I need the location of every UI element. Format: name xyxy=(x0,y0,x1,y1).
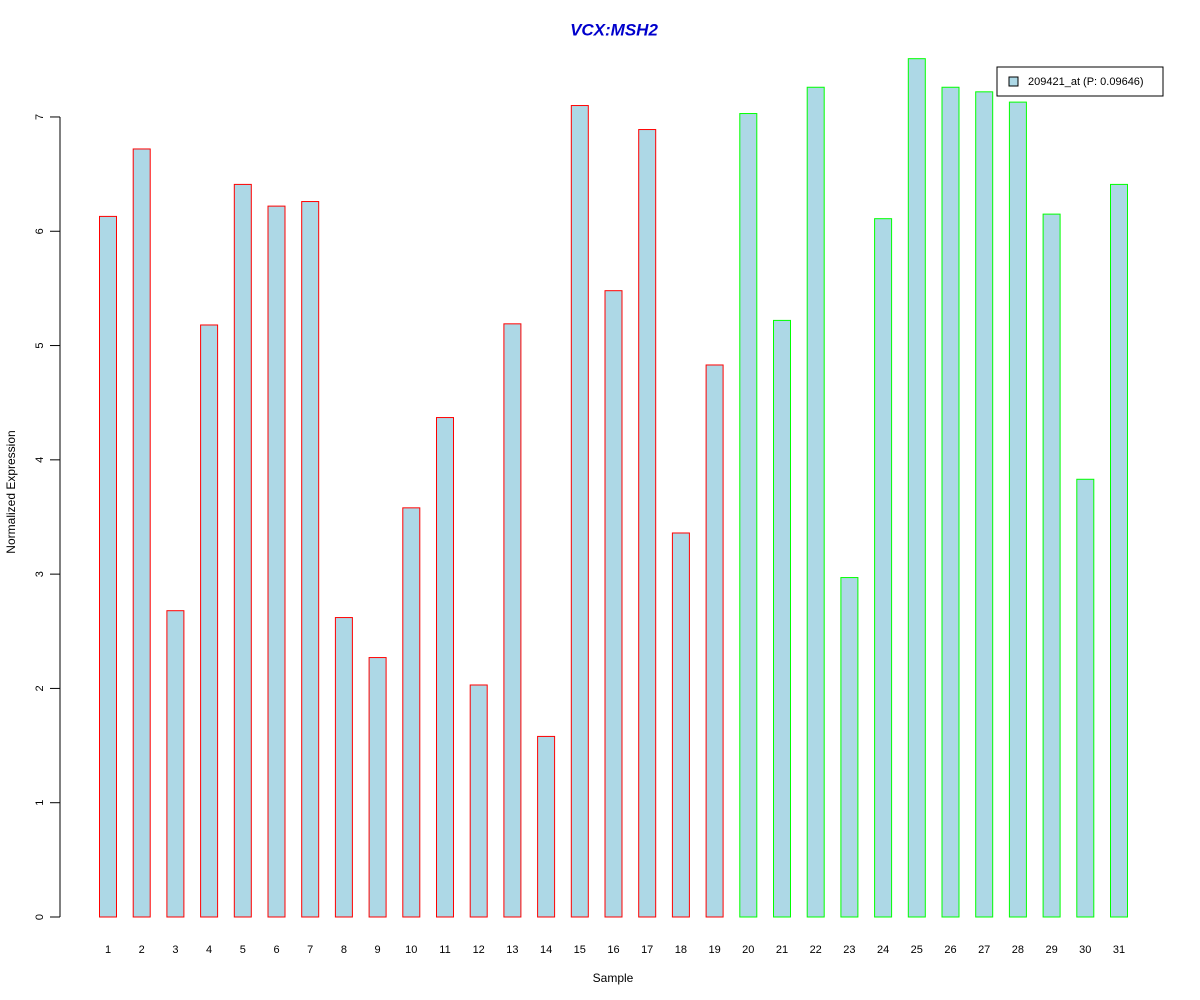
bar xyxy=(301,201,320,918)
bar xyxy=(773,319,791,918)
bar xyxy=(705,364,724,918)
bar xyxy=(907,58,926,918)
bar xyxy=(166,610,185,918)
y-tick-label: 6 xyxy=(34,228,46,234)
x-tick-label: 4 xyxy=(206,944,212,956)
bar xyxy=(806,86,825,918)
bar xyxy=(503,323,522,918)
y-tick-label: 2 xyxy=(34,685,46,691)
y-tick-label: 1 xyxy=(34,800,46,806)
x-tick-label: 11 xyxy=(439,944,450,956)
x-tick-label: 27 xyxy=(978,944,990,956)
x-tick-label: 24 xyxy=(877,944,889,956)
x-tick-label: 29 xyxy=(1045,944,1057,956)
bar xyxy=(99,215,117,918)
x-tick-label: 30 xyxy=(1079,944,1091,956)
chart-title: VCX:MSH2 xyxy=(570,20,658,39)
bar xyxy=(874,218,893,918)
y-axis-label: Normalized Expression xyxy=(4,430,18,553)
x-tick-label: 20 xyxy=(742,944,754,956)
bar xyxy=(1076,478,1095,918)
x-tick-label: 14 xyxy=(540,944,552,956)
x-tick-label: 2 xyxy=(139,944,145,956)
bar xyxy=(941,86,960,918)
y-tick-label: 0 xyxy=(34,914,46,920)
x-tick-label: 13 xyxy=(506,944,518,956)
bar xyxy=(840,577,859,918)
bar xyxy=(200,324,219,918)
bar xyxy=(638,129,657,918)
x-tick-label: 3 xyxy=(172,944,178,956)
x-tick-label: 19 xyxy=(708,944,720,956)
bar xyxy=(604,290,623,918)
bar xyxy=(402,507,421,918)
x-tick-label: 9 xyxy=(375,944,381,956)
bar xyxy=(537,735,556,918)
legend-swatch xyxy=(1008,76,1019,87)
bar xyxy=(436,417,454,918)
x-tick-label: 12 xyxy=(473,944,485,956)
y-tick-label: 7 xyxy=(34,114,46,120)
x-tick-label: 1 xyxy=(105,944,111,956)
bar xyxy=(233,183,252,918)
x-tick-label: 22 xyxy=(810,944,822,956)
y-tick-label: 5 xyxy=(34,342,46,348)
x-tick-label: 15 xyxy=(574,944,586,956)
bar xyxy=(368,657,387,918)
x-tick-label: 26 xyxy=(944,944,956,956)
x-tick-label: 16 xyxy=(607,944,619,956)
bar xyxy=(1110,183,1128,918)
y-tick-label: 4 xyxy=(34,457,46,463)
legend-label: 209421_at (P: 0.09646) xyxy=(1028,76,1144,88)
x-tick-label: 25 xyxy=(911,944,923,956)
bar xyxy=(975,91,994,918)
x-tick-label: 31 xyxy=(1113,944,1125,956)
bar xyxy=(1008,101,1027,918)
x-tick-label: 18 xyxy=(675,944,687,956)
bar xyxy=(739,113,758,918)
x-tick-label: 17 xyxy=(641,944,653,956)
x-tick-label: 23 xyxy=(843,944,855,956)
x-tick-label: 28 xyxy=(1012,944,1024,956)
x-tick-label: 10 xyxy=(405,944,417,956)
x-tick-label: 5 xyxy=(240,944,246,956)
bar xyxy=(469,684,488,918)
bar xyxy=(570,105,589,918)
bar xyxy=(334,617,353,918)
y-tick-label: 3 xyxy=(34,571,46,577)
legend-box xyxy=(996,66,1164,97)
x-tick-label: 7 xyxy=(307,944,313,956)
bar xyxy=(267,205,286,918)
x-tick-label: 21 xyxy=(776,944,788,956)
x-tick-label: 6 xyxy=(273,944,279,956)
bar xyxy=(1042,213,1061,918)
x-axis-label: Sample xyxy=(593,971,634,985)
bar xyxy=(671,532,690,918)
x-tick-label: 8 xyxy=(341,944,347,956)
bar xyxy=(132,148,151,918)
